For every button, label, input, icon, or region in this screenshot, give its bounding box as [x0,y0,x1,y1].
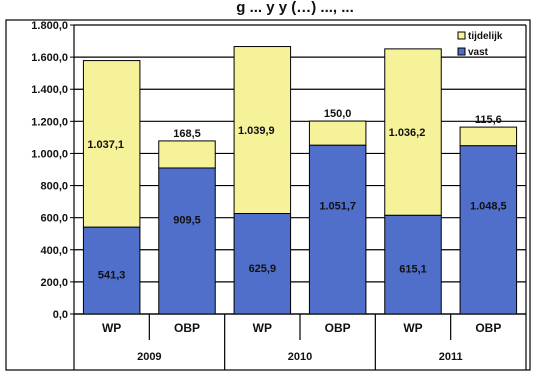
x-category-label: OBP [174,321,200,335]
y-tick-label: 1.200,0 [31,116,68,128]
y-tick-label: 400,0 [40,245,68,257]
data-label-vast: 1.051,7 [319,200,356,212]
bar-tijdelijk [308,120,367,146]
y-tick-label: 1.800,0 [31,20,68,32]
x-category-label: WP [403,321,422,335]
chart-frame [5,19,531,371]
y-tick-label: 1.000,0 [31,148,68,160]
x-group-label: 2011 [439,351,463,363]
data-label-tijdelijk: 1.039,9 [238,125,275,137]
bar-vast [308,144,367,315]
bar-vast [384,214,442,315]
y-tick-label: 0,0 [53,309,68,321]
x-group-label: 2010 [288,351,312,363]
bar-vast [158,167,216,315]
x-group-label: 2009 [137,351,161,363]
legend-label: tijdelijk [468,31,503,42]
data-label-vast: 541,3 [98,270,126,282]
bar-tijdelijk [82,60,141,228]
y-tick-label: 600,0 [40,213,68,225]
data-label-tijdelijk: 1.037,1 [87,139,124,151]
data-label-tijdelijk: 115,6 [475,114,502,126]
data-label-vast: 909,5 [173,214,201,226]
y-tick-label: 800,0 [40,181,68,193]
bar-tijdelijk [158,140,216,169]
y-tick-label: 1.400,0 [31,84,68,96]
legend-swatch [457,31,466,40]
data-label-tijdelijk: 168,5 [173,128,201,140]
y-tick-label: 1.600,0 [31,52,68,64]
y-tick-label: 200,0 [40,277,68,289]
chart-title: g ... y y (…) ..., ... [236,0,354,16]
data-label-vast: 615,1 [399,264,427,276]
bar-tijdelijk [384,48,442,216]
x-category-label: WP [102,321,121,335]
legend-label: vast [468,47,489,58]
data-label-tijdelijk: 1.036,2 [389,127,426,139]
x-category-label: WP [253,321,272,335]
data-label-tijdelijk: 150,0 [324,108,352,120]
x-category-label: OBP [325,321,351,335]
bar-vast [233,213,292,315]
bar-vast [82,226,141,315]
bar-tijdelijk [459,126,518,147]
bar-tijdelijk [233,46,292,215]
data-label-vast: 625,9 [249,263,277,275]
legend-swatch [457,47,466,56]
data-label-vast: 1.048,5 [470,201,507,213]
bar-vast [459,145,518,315]
x-category-label: OBP [475,321,501,335]
